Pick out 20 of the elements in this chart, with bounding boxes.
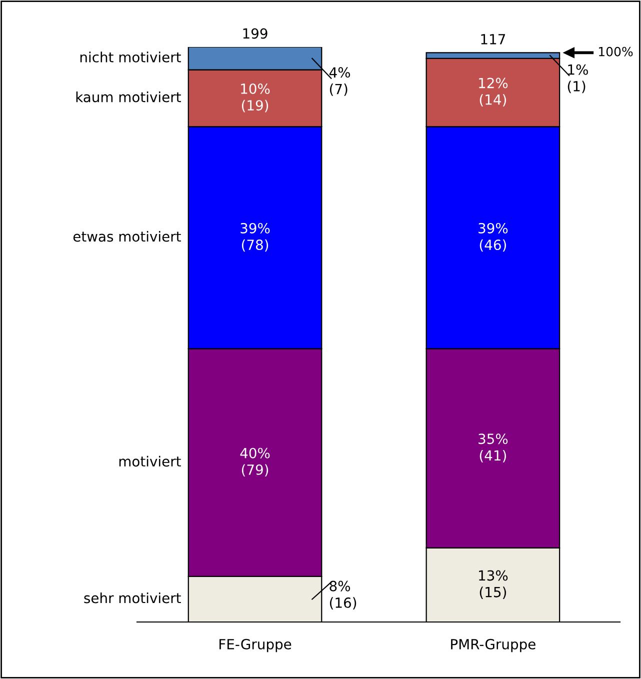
data-label: 39% (46) xyxy=(478,222,508,252)
x-tick-label: PMR-Gruppe xyxy=(451,638,536,652)
annotation: 100% xyxy=(599,46,633,56)
x-tick-label: FE-Gruppe xyxy=(220,638,292,652)
data-label: 8% (16) xyxy=(330,580,356,610)
data-label: 35% (41) xyxy=(478,434,508,462)
data-label: 4% (7) xyxy=(329,67,350,96)
data-label: 12% (14) xyxy=(479,78,508,107)
series-label: etwas motiviert xyxy=(73,230,181,242)
data-label: 40% (79) xyxy=(240,448,270,477)
annotation: 117 xyxy=(481,34,506,44)
series-label: motiviert xyxy=(119,456,181,467)
data-label: 10% (19) xyxy=(241,83,270,112)
series-label: sehr motiviert xyxy=(84,592,181,604)
annotation: 199 xyxy=(243,28,268,39)
data-label: 39% (78) xyxy=(240,222,270,252)
series-label: kaum motiviert xyxy=(76,92,181,102)
data-label: 13% (15) xyxy=(479,570,508,599)
series-label: nicht motiviert xyxy=(80,52,181,62)
data-label: 1% (1) xyxy=(568,64,588,94)
